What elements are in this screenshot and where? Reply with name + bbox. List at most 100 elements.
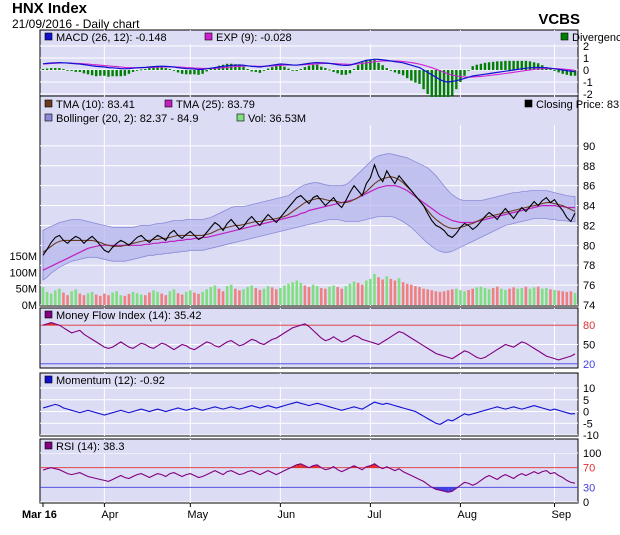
legend-label: Bollinger (20, 2): 82.37 - 84.9 [56, 113, 198, 125]
legend-label: Closing Price: 83.25 [536, 99, 620, 111]
volume-bar [270, 287, 274, 305]
divergence-bar [569, 70, 573, 76]
divergence-bar [356, 65, 360, 70]
price-legend-bg [41, 97, 577, 125]
volume-bar [131, 291, 135, 305]
volume-bar [250, 285, 254, 305]
rsi-legend-bg [41, 440, 577, 453]
brand-label: VCBS [538, 11, 580, 28]
volume-bar [491, 288, 495, 305]
divergence-bar [111, 70, 114, 77]
volume-bar [450, 289, 454, 305]
volume-bar [381, 279, 384, 305]
volume-bar [410, 284, 413, 305]
divergence-bar [299, 69, 303, 70]
divergence-bar [135, 70, 139, 71]
volume-bar [152, 290, 155, 305]
macd-y-tick: 1 [583, 53, 589, 65]
volume-bar [561, 291, 565, 305]
legend-swatch [44, 113, 53, 122]
volume-bar [287, 283, 290, 305]
volume-bar [532, 287, 536, 305]
divergence-bar [332, 70, 335, 72]
volume-bar [438, 291, 442, 305]
divergence-bar [152, 67, 155, 70]
price-y-tick: 90 [583, 141, 595, 153]
divergence-bar [320, 66, 323, 70]
rsi-y-tick: 30 [583, 482, 595, 494]
volume-bar [229, 284, 233, 305]
divergence-bar [516, 60, 519, 70]
price-y-tick: 78 [583, 260, 595, 272]
volume-bar [201, 291, 204, 305]
divergence-bar [70, 70, 73, 71]
volume-bar [139, 294, 143, 305]
mfi-y-tick: 20 [583, 359, 595, 371]
divergence-bar [401, 70, 405, 76]
divergence-bar [471, 66, 474, 70]
price-y-tick: 76 [583, 280, 595, 292]
divergence-bar [66, 70, 69, 71]
volume-bar [78, 293, 82, 305]
volume-bar [463, 291, 466, 305]
divergence-bar [311, 64, 315, 70]
divergence-bar [201, 70, 204, 74]
volume-bar [311, 284, 315, 305]
divergence-bar [385, 68, 388, 70]
closing-price-line [42, 163, 576, 256]
volume-bar [283, 285, 286, 305]
volume-bar [332, 285, 335, 305]
volume-bar [127, 293, 131, 305]
divergence-bar [438, 70, 442, 106]
volume-bar [86, 293, 90, 305]
divergence-bar [406, 70, 409, 79]
volume-bar [98, 295, 102, 305]
divergence-bar [62, 69, 65, 70]
divergence-bar [279, 64, 282, 70]
volume-bar [479, 286, 483, 305]
divergence-bar [373, 59, 376, 70]
volume-bar [536, 286, 540, 305]
divergence-bar [467, 70, 470, 71]
divergence-bar [315, 64, 319, 70]
divergence-bar [455, 70, 458, 90]
volume-bar [557, 290, 560, 305]
volume-bar [197, 293, 200, 305]
volume-bar [107, 295, 110, 305]
volume-bar [569, 291, 573, 305]
divergence-bar [512, 60, 515, 70]
volume-bar [348, 283, 352, 305]
divergence-bar [410, 70, 413, 81]
volume-bar [446, 290, 450, 305]
volume-bar [262, 288, 266, 305]
divergence-bar [172, 70, 176, 71]
volume-bar [205, 289, 208, 305]
volume-bar [254, 288, 258, 305]
divergence-bar [463, 70, 466, 76]
divergence-bar [209, 69, 212, 70]
volume-bar [295, 280, 299, 305]
legend-swatch [44, 99, 53, 108]
legend-swatch [204, 32, 213, 41]
legend-label: EXP (9): -0.028 [216, 32, 292, 44]
divergence-bar [520, 60, 523, 70]
legend-swatch [236, 113, 245, 122]
divergence-bar [475, 64, 478, 70]
volume-bar [352, 281, 356, 305]
x-axis-label: Jul [367, 509, 381, 521]
divergence-bar [397, 70, 401, 74]
divergence-bar [270, 67, 274, 70]
divergence-bar [78, 70, 82, 72]
volume-bar [495, 286, 499, 305]
divergence-bar [283, 66, 286, 70]
divergence-bar [254, 70, 257, 72]
divergence-bar [377, 62, 380, 70]
divergence-bar [479, 63, 483, 70]
x-axis-label: May [187, 509, 208, 521]
volume-bar [246, 287, 249, 305]
divergence-bar [328, 69, 331, 71]
volume-bar [573, 293, 577, 305]
volume-bar [373, 273, 376, 305]
volume-bar [401, 282, 405, 305]
volume-y-tick: 50M [16, 284, 37, 296]
